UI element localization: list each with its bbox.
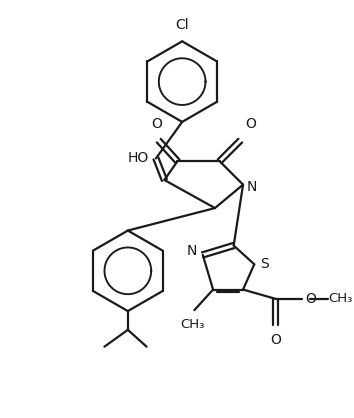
Text: S: S bbox=[260, 257, 269, 271]
Text: CH₃: CH₃ bbox=[328, 293, 353, 306]
Text: Cl: Cl bbox=[175, 18, 189, 32]
Text: N: N bbox=[187, 244, 197, 258]
Text: CH₃: CH₃ bbox=[180, 318, 205, 331]
Text: O: O bbox=[305, 292, 316, 306]
Text: O: O bbox=[152, 117, 162, 131]
Text: N: N bbox=[247, 179, 257, 194]
Text: HO: HO bbox=[127, 151, 148, 166]
Text: O: O bbox=[270, 333, 281, 347]
Text: O: O bbox=[245, 117, 256, 131]
